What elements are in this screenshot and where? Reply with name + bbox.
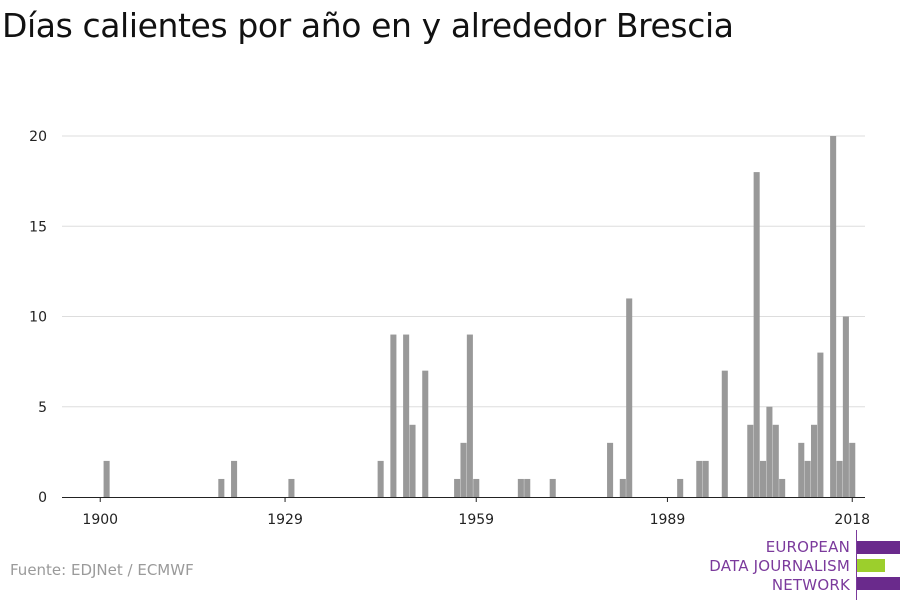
y-tick-label: 20 xyxy=(29,129,47,145)
bar xyxy=(798,442,805,497)
bar xyxy=(454,478,461,497)
gridlines xyxy=(62,135,865,408)
x-tick-label: 1989 xyxy=(650,512,686,528)
axes xyxy=(62,497,865,502)
edjnet-logo: EUROPEAN DATA JOURNALISM NETWORK xyxy=(700,530,900,600)
x-tick-label: 1900 xyxy=(82,512,118,528)
logo-line: DATA JOURNALISM xyxy=(709,557,850,575)
bar xyxy=(804,460,811,497)
bar xyxy=(810,424,818,497)
bar xyxy=(766,406,773,497)
bar xyxy=(473,478,480,497)
x-tick-label: 1929 xyxy=(267,512,303,528)
bar xyxy=(422,370,429,497)
bar xyxy=(779,478,786,497)
bar xyxy=(103,460,110,497)
bar xyxy=(460,442,467,497)
bar xyxy=(626,298,633,497)
logo-line: EUROPEAN xyxy=(765,538,850,556)
bar xyxy=(747,424,754,497)
y-tick-label: 10 xyxy=(29,310,47,326)
bar xyxy=(677,478,684,497)
logo-bar xyxy=(857,577,900,590)
bar xyxy=(702,460,709,497)
source-note: Fuente: EDJNet / ECMWF xyxy=(10,561,194,579)
bar xyxy=(403,334,410,497)
bar xyxy=(696,460,703,497)
logo-bar-accent xyxy=(857,559,885,572)
bar xyxy=(619,478,626,497)
bar xyxy=(517,478,524,497)
bar xyxy=(836,460,843,497)
bar xyxy=(549,478,556,497)
y-tick-label: 15 xyxy=(29,219,47,235)
bar xyxy=(288,478,295,497)
logo-text: EUROPEAN DATA JOURNALISM NETWORK xyxy=(709,538,850,595)
x-tick-label: 2018 xyxy=(834,512,870,528)
logo-line: NETWORK xyxy=(771,576,850,594)
x-tick-labels: 1900 1929 1959 1989 2018 xyxy=(82,512,870,528)
logo-divider xyxy=(856,530,857,600)
bar xyxy=(607,442,614,497)
bar xyxy=(772,424,779,497)
bars xyxy=(103,136,856,497)
bar xyxy=(849,442,856,497)
bar xyxy=(721,370,728,497)
bar xyxy=(830,136,837,497)
bar xyxy=(524,478,531,497)
bar xyxy=(377,460,384,497)
bar xyxy=(218,478,225,497)
x-tick-label: 1959 xyxy=(458,512,494,528)
bar xyxy=(817,352,824,497)
bar xyxy=(231,460,238,497)
bar xyxy=(842,316,849,497)
y-tick-labels: 0 5 10 15 20 xyxy=(29,129,47,506)
bar xyxy=(753,172,760,497)
bar xyxy=(466,334,473,497)
y-tick-label: 0 xyxy=(38,490,47,506)
y-tick-label: 5 xyxy=(38,400,47,416)
bar xyxy=(390,334,397,497)
logo-bar xyxy=(857,541,900,554)
bar xyxy=(760,460,767,497)
chart-title: Días calientes por año en y alrededor Br… xyxy=(2,6,734,45)
bar xyxy=(409,424,416,497)
